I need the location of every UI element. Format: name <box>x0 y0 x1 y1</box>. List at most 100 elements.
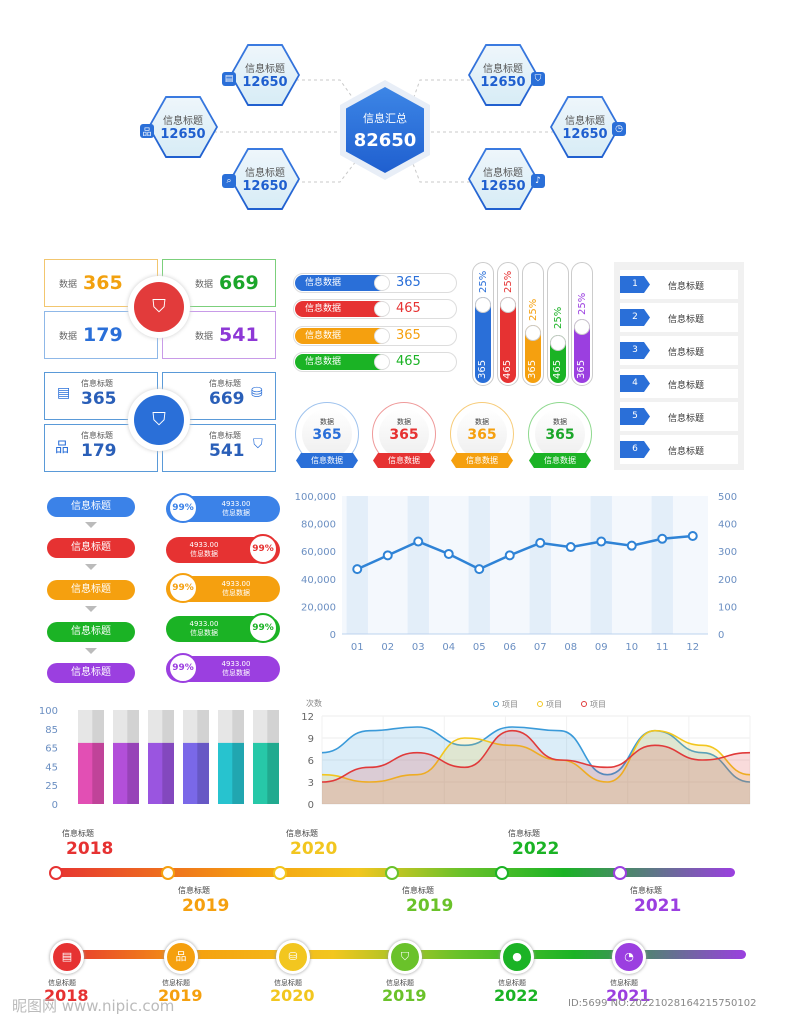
hub-center-label: 信息汇总 <box>363 111 407 125</box>
percent-circle: 99% <box>168 573 198 603</box>
percent-pill-value: 4933.00 <box>221 500 251 508</box>
data-search-icon: ⌕ <box>222 174 236 188</box>
hub-node-label: 信息标题 <box>245 64 285 75</box>
timeline-label: 信息标题 <box>402 886 434 895</box>
shield-icon: ⛉ <box>253 437 263 452</box>
progress-pill-value: 465 <box>396 354 421 369</box>
stat-center-ring: ⛉ <box>128 276 190 338</box>
list-label: 信息标题 <box>668 381 705 391</box>
list-item[interactable]: 6 信息标题 <box>620 435 738 464</box>
timeline-node <box>161 866 175 880</box>
timeline-year: 2019 <box>182 896 230 916</box>
timeline-label: 信息标题 <box>286 829 318 838</box>
data-point <box>504 550 515 561</box>
legend-label: 项目 <box>546 700 562 709</box>
grid-band <box>407 496 429 634</box>
clock-icon: ◷ <box>612 122 626 136</box>
percent-pill-text: 4933.00 信息数据 <box>206 660 266 678</box>
series-line <box>321 729 751 783</box>
hub-node: 信息标题 12650 <box>230 44 300 106</box>
chevron-down-icon <box>83 648 99 654</box>
gauge-pct: 25% <box>528 298 539 321</box>
hub-node-value: 12650 <box>160 127 206 142</box>
stat-value: 179 <box>81 441 117 461</box>
gauge-knob <box>550 335 566 351</box>
x-tick-label: 08 <box>564 642 577 653</box>
badge-tag: 信息数据 <box>296 453 358 468</box>
flow-step[interactable]: 信息标题 <box>47 538 135 558</box>
progress-pill: 信息数据 465 <box>293 352 457 372</box>
timeline-label: 信息标题 <box>508 829 540 838</box>
flow-step[interactable]: 信息标题 <box>47 663 135 683</box>
timeline-node <box>273 866 287 880</box>
percent-pill: 4933.00 信息数据 99% <box>166 534 280 564</box>
stat-center-ring: ⛉ <box>128 389 190 451</box>
list-item[interactable]: 2 信息标题 <box>620 303 738 332</box>
hub-node: 信息标题 12650 <box>550 96 620 158</box>
flow-step[interactable]: 信息标题 <box>47 497 135 517</box>
percent-pill: 99% 4933.00 信息数据 <box>166 573 280 603</box>
progress-pill-fill: 信息数据 <box>295 328 389 344</box>
stat-key: 数据 <box>195 331 214 342</box>
watermark-right: ID:5699 NO:20221028164215750102 <box>568 998 757 1009</box>
progress-pill-fill: 信息数据 <box>295 301 389 317</box>
y-tick-label: 100,000 <box>295 492 336 503</box>
timeline-year: 2019 <box>382 986 427 1005</box>
progress-pill-value: 365 <box>396 275 421 290</box>
chevron-down-icon <box>83 522 99 528</box>
progress-pill: 信息数据 365 <box>293 273 457 293</box>
hub-node-label: 信息标题 <box>163 116 203 127</box>
list-item[interactable]: 4 信息标题 <box>620 369 738 398</box>
timeline-label: 信息标题 <box>274 979 302 987</box>
badge-value: 365 <box>545 427 575 443</box>
timeline-node <box>49 866 63 880</box>
timeline-label: 信息标题 <box>162 979 190 987</box>
data-point <box>596 536 607 547</box>
shield-chart-icon: ⛉ <box>134 395 184 445</box>
list-item[interactable]: 3 信息标题 <box>620 336 738 365</box>
y-tick-label: 6 <box>308 756 314 767</box>
timeline-year: 2019 <box>158 986 203 1005</box>
bar-side <box>267 742 279 804</box>
timeline-label: 信息标题 <box>610 979 638 987</box>
percent-pill-label: 信息数据 <box>222 669 250 677</box>
y2-tick-label: 0 <box>718 630 724 641</box>
y2-tick-label: 300 <box>718 547 737 558</box>
progress-pill-knob <box>374 354 390 370</box>
plot-area <box>342 496 708 634</box>
hub-node-value: 12650 <box>242 75 288 90</box>
progress-pill-knob <box>374 301 390 317</box>
y2-tick-label: 100 <box>718 602 737 613</box>
y-tick-label: 25 <box>45 781 58 792</box>
badge-label: 数据 <box>475 418 489 426</box>
list-item[interactable]: 1 信息标题 <box>620 270 738 299</box>
y-tick-label: 40,000 <box>301 575 336 586</box>
flow-step[interactable]: 信息标题 <box>47 580 135 600</box>
legend-marker <box>493 701 499 707</box>
legend-label: 项目 <box>502 700 518 709</box>
percent-pill-value: 4933.00 <box>189 620 219 628</box>
flow-step[interactable]: 信息标题 <box>47 622 135 642</box>
x-tick-label: 07 <box>534 642 547 653</box>
org-chart-icon: 品 <box>55 440 69 456</box>
data-point <box>687 531 698 542</box>
series-line <box>321 729 751 783</box>
series-area <box>322 730 750 804</box>
bar-side <box>197 742 209 804</box>
stat-value: 541 <box>219 324 259 346</box>
list-item[interactable]: 5 信息标题 <box>620 402 738 431</box>
x-tick-label: 04 <box>442 642 455 653</box>
stat-key: 信息标题 <box>81 379 113 388</box>
hub-node-value: 12650 <box>480 179 526 194</box>
stat-key: 信息标题 <box>209 379 241 388</box>
timeline-year: 2022 <box>512 839 560 859</box>
gauge-knob <box>574 319 590 335</box>
chevron-down-icon <box>83 564 99 570</box>
timeline-year: 2018 <box>66 839 114 859</box>
hub-node-label: 信息标题 <box>245 168 285 179</box>
timeline-node <box>613 866 627 880</box>
bar <box>218 742 244 804</box>
timeline-node <box>385 866 399 880</box>
circle-badge: 数据 365 信息数据 <box>372 402 436 468</box>
percent-pill-label: 信息数据 <box>190 550 218 558</box>
